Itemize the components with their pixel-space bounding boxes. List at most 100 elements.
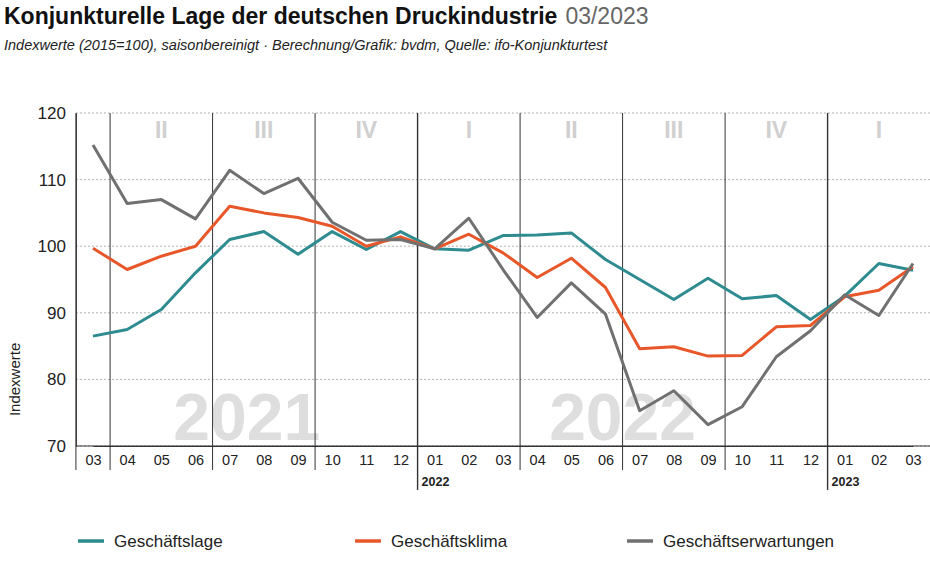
x-tick-label: 11: [769, 452, 784, 468]
x-tick-label: 10: [325, 452, 341, 468]
y-tick: 70: [47, 437, 76, 456]
x-tick-label: 04: [530, 452, 546, 468]
quarter-label: IV: [765, 117, 787, 143]
x-tick: 07: [222, 452, 238, 468]
x-group-label: 2022: [422, 475, 450, 489]
y-axis-line: [76, 114, 77, 447]
x-tick-label: 09: [700, 452, 716, 468]
x-tick: 02: [871, 452, 887, 468]
y-tick: 90: [47, 304, 76, 323]
x-tick-label: 04: [120, 452, 136, 468]
y-tick: 120: [38, 104, 76, 123]
quarter-label: IV: [355, 117, 377, 143]
x-tick: 07: [632, 452, 648, 468]
grid-line: [76, 379, 930, 380]
y-tick-label: 80: [47, 370, 66, 389]
y-axis: 70 80 90 100 110 120: [38, 104, 77, 456]
chart: Konjunkturelle Lage der deutschen Drucki…: [0, 0, 930, 561]
plot: [93, 145, 913, 425]
x-axis: 03 04 05 06 07 08 09 10 11 12 01 02 03 04 05 06 07 08 09 10…: [85, 447, 921, 469]
legend-label: Geschäftslage: [114, 532, 223, 551]
x-tick-label: 12: [393, 452, 409, 468]
quarter-label: I: [876, 117, 882, 143]
y-tick-label: 100: [38, 237, 66, 256]
x-tick-label: 02: [461, 452, 477, 468]
x-tick-label: 08: [666, 452, 682, 468]
x-tick: 09: [700, 452, 716, 468]
x-tick: 08: [666, 452, 682, 468]
x-tick-label: 09: [290, 452, 306, 468]
series-line: [93, 206, 913, 356]
grid-line: [76, 113, 930, 114]
legend-label: Geschäftsklima: [391, 532, 508, 551]
series-line: [93, 145, 913, 425]
x-tick: 10: [325, 452, 341, 468]
x-tick-label: 12: [803, 452, 819, 468]
y-tick-label: 120: [38, 104, 66, 123]
title: Konjunkturelle Lage der deutschen Drucki…: [4, 3, 649, 29]
legend-swatch: [355, 539, 381, 543]
grid-line: [76, 446, 930, 447]
x-tick: 06: [188, 452, 204, 468]
year-watermark: 2021: [173, 380, 320, 454]
x-tick: 06: [598, 452, 614, 468]
x-tick-label: 05: [564, 452, 580, 468]
legend-swatch: [78, 539, 104, 543]
x-tick-label: 05: [154, 452, 170, 468]
x-baseline: [76, 446, 930, 447]
y-tick-label: 90: [47, 304, 66, 323]
x-tick-label: 10: [735, 452, 751, 468]
quarter-separator: [212, 113, 213, 470]
grid-line: [76, 246, 930, 247]
x-tick: 12: [803, 452, 819, 468]
quarter-label: II: [565, 117, 578, 143]
x-tick: 04: [530, 452, 546, 468]
x-tick-label: 01: [427, 452, 443, 468]
quarter-label: III: [664, 117, 683, 143]
x-tick-label: 03: [905, 452, 921, 468]
grid-line: [76, 179, 930, 180]
x-tick: 04: [120, 452, 136, 468]
x-axis-line: [94, 446, 914, 447]
x-tick: 09: [290, 452, 306, 468]
x-tick: 03: [905, 452, 921, 468]
x-tick-label: 07: [632, 452, 648, 468]
quarter-label: I: [466, 117, 472, 143]
legend-label: Geschäftserwartungen: [663, 532, 834, 551]
x-tick-label: 11: [359, 452, 374, 468]
y-tick-label: 110: [39, 171, 66, 190]
x-tick: 02: [461, 452, 477, 468]
x-group-label: 2023: [832, 475, 860, 489]
x-tick: 05: [154, 452, 170, 468]
y-tick-label: 70: [47, 437, 66, 456]
x-tick-label: 08: [256, 452, 272, 468]
x-tick: 03: [85, 452, 101, 468]
x-tick: 05: [564, 452, 580, 468]
separators: [76, 113, 828, 490]
legend: Geschäftslage Geschäftsklima Geschäftserwa…: [78, 532, 834, 551]
quarter-label: II: [155, 117, 168, 143]
x-tick: 03: [495, 452, 511, 468]
x-tick-label: 01: [837, 452, 853, 468]
x-tick: 01: [427, 452, 443, 468]
legend-swatch: [627, 539, 653, 543]
x-tick: 10: [735, 452, 751, 468]
x-tick: 08: [256, 452, 272, 468]
x-tick: 12: [393, 452, 409, 468]
y-axis-title: Indexwerte: [6, 343, 23, 416]
y-tick: 100: [38, 237, 76, 256]
quarter-separator: [315, 113, 316, 470]
title-date: 03/2023: [565, 3, 648, 29]
x-tick-label: 07: [222, 452, 238, 468]
y-tick: 80: [47, 370, 76, 389]
quarter-label: III: [254, 117, 273, 143]
title-main: Konjunkturelle Lage der deutschen Drucki…: [4, 3, 557, 29]
frame-left: [75, 113, 76, 470]
x-tick-label: 03: [495, 452, 511, 468]
x-tick: 11: [359, 452, 374, 468]
quarter-separator: [827, 113, 828, 490]
quarter-separator: [622, 113, 623, 470]
quarter-separator: [417, 113, 418, 490]
series-line: [93, 232, 913, 337]
grid: [76, 113, 930, 446]
